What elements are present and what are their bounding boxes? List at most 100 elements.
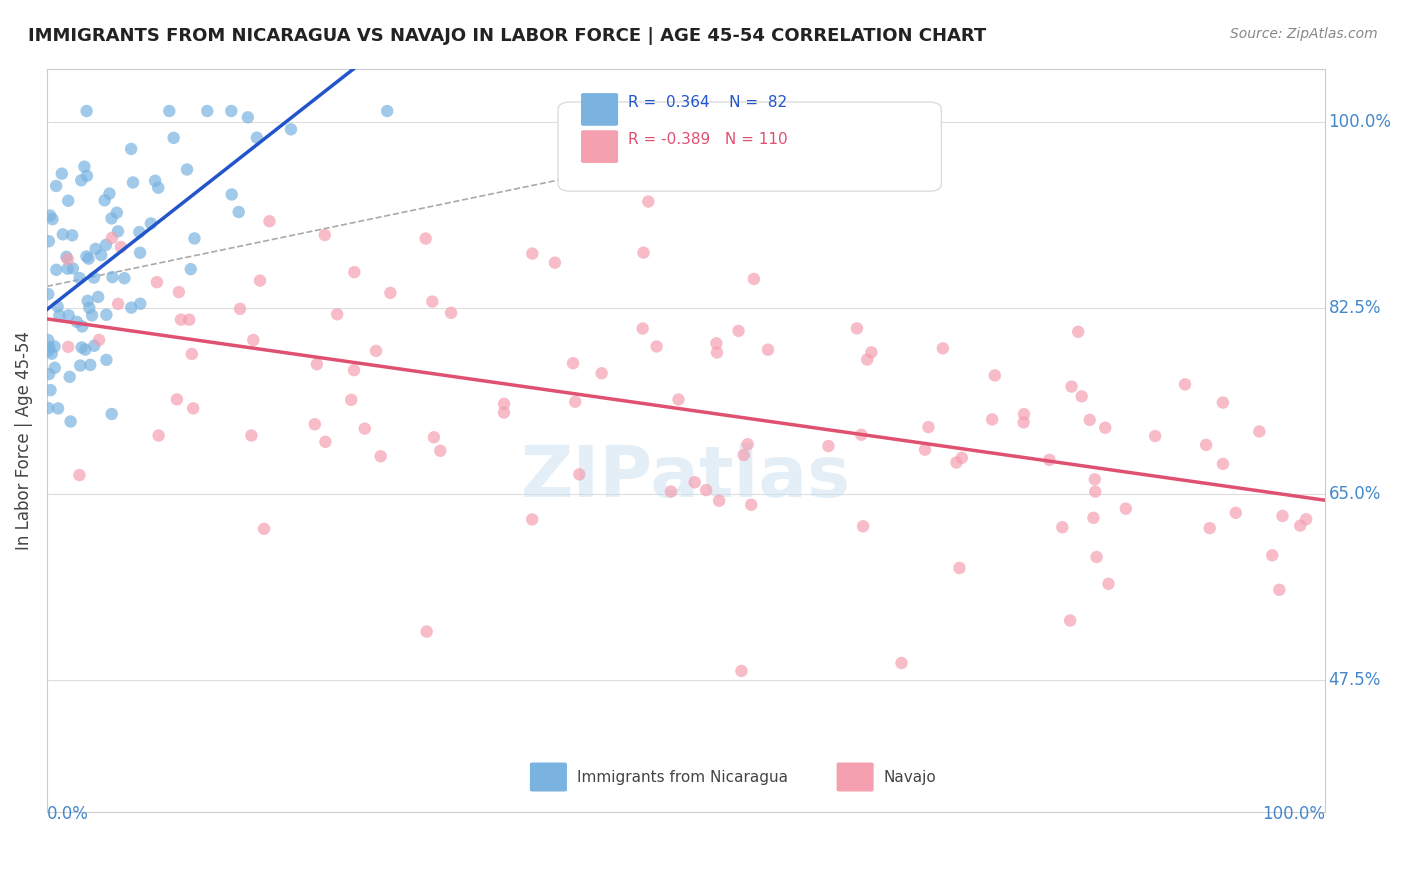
Point: [70, 173, 93, 187]
Point: [129, 297, 152, 311]
Point: [83, 339, 105, 353]
Text: Immigrants from Nicaragua: Immigrants from Nicaragua: [578, 770, 789, 785]
Point: [1084, 484, 1107, 499]
Point: [73, 160, 96, 174]
Point: [1261, 549, 1284, 563]
Point: [120, 301, 142, 315]
Point: [568, 467, 591, 482]
Point: [659, 484, 682, 499]
Text: 100.0%: 100.0%: [1329, 112, 1392, 130]
Point: [1212, 457, 1234, 471]
Point: [79, 358, 101, 372]
Point: [280, 122, 302, 136]
Point: [637, 194, 659, 209]
Point: [851, 427, 873, 442]
FancyBboxPatch shape: [530, 763, 567, 791]
Point: [96, 308, 118, 322]
Point: [195, 103, 218, 118]
Point: [58, 194, 80, 208]
Point: [415, 231, 437, 245]
Point: [48, 309, 70, 323]
Point: [46, 300, 69, 314]
Point: [1070, 389, 1092, 403]
Point: [1038, 453, 1060, 467]
Point: [176, 162, 198, 177]
Point: [1067, 325, 1090, 339]
Point: [544, 255, 567, 269]
Point: [1059, 614, 1081, 628]
Point: [246, 130, 269, 145]
Point: [179, 312, 201, 326]
Y-axis label: In Labor Force | Age 45-54: In Labor Force | Age 45-54: [15, 331, 32, 550]
Point: [163, 131, 186, 145]
Point: [77, 252, 100, 266]
Point: [93, 194, 115, 208]
Text: R =  0.364    N =  82: R = 0.364 N = 82: [628, 95, 787, 111]
Point: [148, 180, 170, 194]
Point: [633, 245, 655, 260]
Point: [370, 450, 392, 464]
Text: 100.0%: 100.0%: [1261, 805, 1324, 823]
Text: 0.0%: 0.0%: [46, 805, 89, 823]
Point: [494, 397, 516, 411]
Point: [492, 405, 515, 419]
Point: [38, 367, 60, 381]
Point: [69, 271, 91, 285]
Point: [1225, 506, 1247, 520]
Point: [1012, 416, 1035, 430]
Text: Source: ZipAtlas.com: Source: ZipAtlas.com: [1230, 27, 1378, 41]
Point: [707, 493, 730, 508]
Point: [740, 498, 762, 512]
Point: [76, 169, 98, 183]
Point: [429, 443, 451, 458]
Point: [146, 275, 169, 289]
Point: [1195, 438, 1218, 452]
Point: [229, 301, 252, 316]
Point: [76, 293, 98, 308]
Point: [1289, 518, 1312, 533]
Point: [683, 475, 706, 490]
Point: [37, 287, 59, 301]
Point: [45, 262, 67, 277]
Point: [756, 343, 779, 357]
Point: [167, 285, 190, 299]
Point: [353, 422, 375, 436]
Point: [236, 111, 259, 125]
Point: [1174, 377, 1197, 392]
Point: [343, 363, 366, 377]
Point: [221, 187, 243, 202]
Point: [945, 456, 967, 470]
Point: [564, 394, 586, 409]
Point: [60, 228, 83, 243]
Point: [591, 366, 613, 380]
Point: [84, 242, 107, 256]
Point: [59, 415, 82, 429]
Point: [44, 360, 66, 375]
Point: [1212, 395, 1234, 409]
Point: [727, 324, 749, 338]
Point: [46, 401, 69, 416]
Point: [1198, 521, 1220, 535]
Point: [70, 319, 93, 334]
Point: [706, 336, 728, 351]
Point: [166, 392, 188, 407]
Point: [67, 468, 90, 483]
Text: 82.5%: 82.5%: [1329, 299, 1381, 317]
Point: [1295, 512, 1317, 526]
Point: [45, 178, 67, 193]
Point: [51, 167, 73, 181]
Point: [41, 347, 63, 361]
Point: [343, 265, 366, 279]
Point: [37, 401, 59, 415]
Point: [221, 103, 243, 118]
Point: [128, 225, 150, 239]
Point: [314, 227, 336, 242]
Point: [917, 420, 939, 434]
Point: [79, 301, 101, 315]
Point: [39, 383, 62, 397]
Point: [1012, 407, 1035, 421]
Point: [100, 211, 122, 226]
Point: [914, 442, 936, 457]
Point: [852, 519, 875, 533]
Point: [120, 142, 142, 156]
